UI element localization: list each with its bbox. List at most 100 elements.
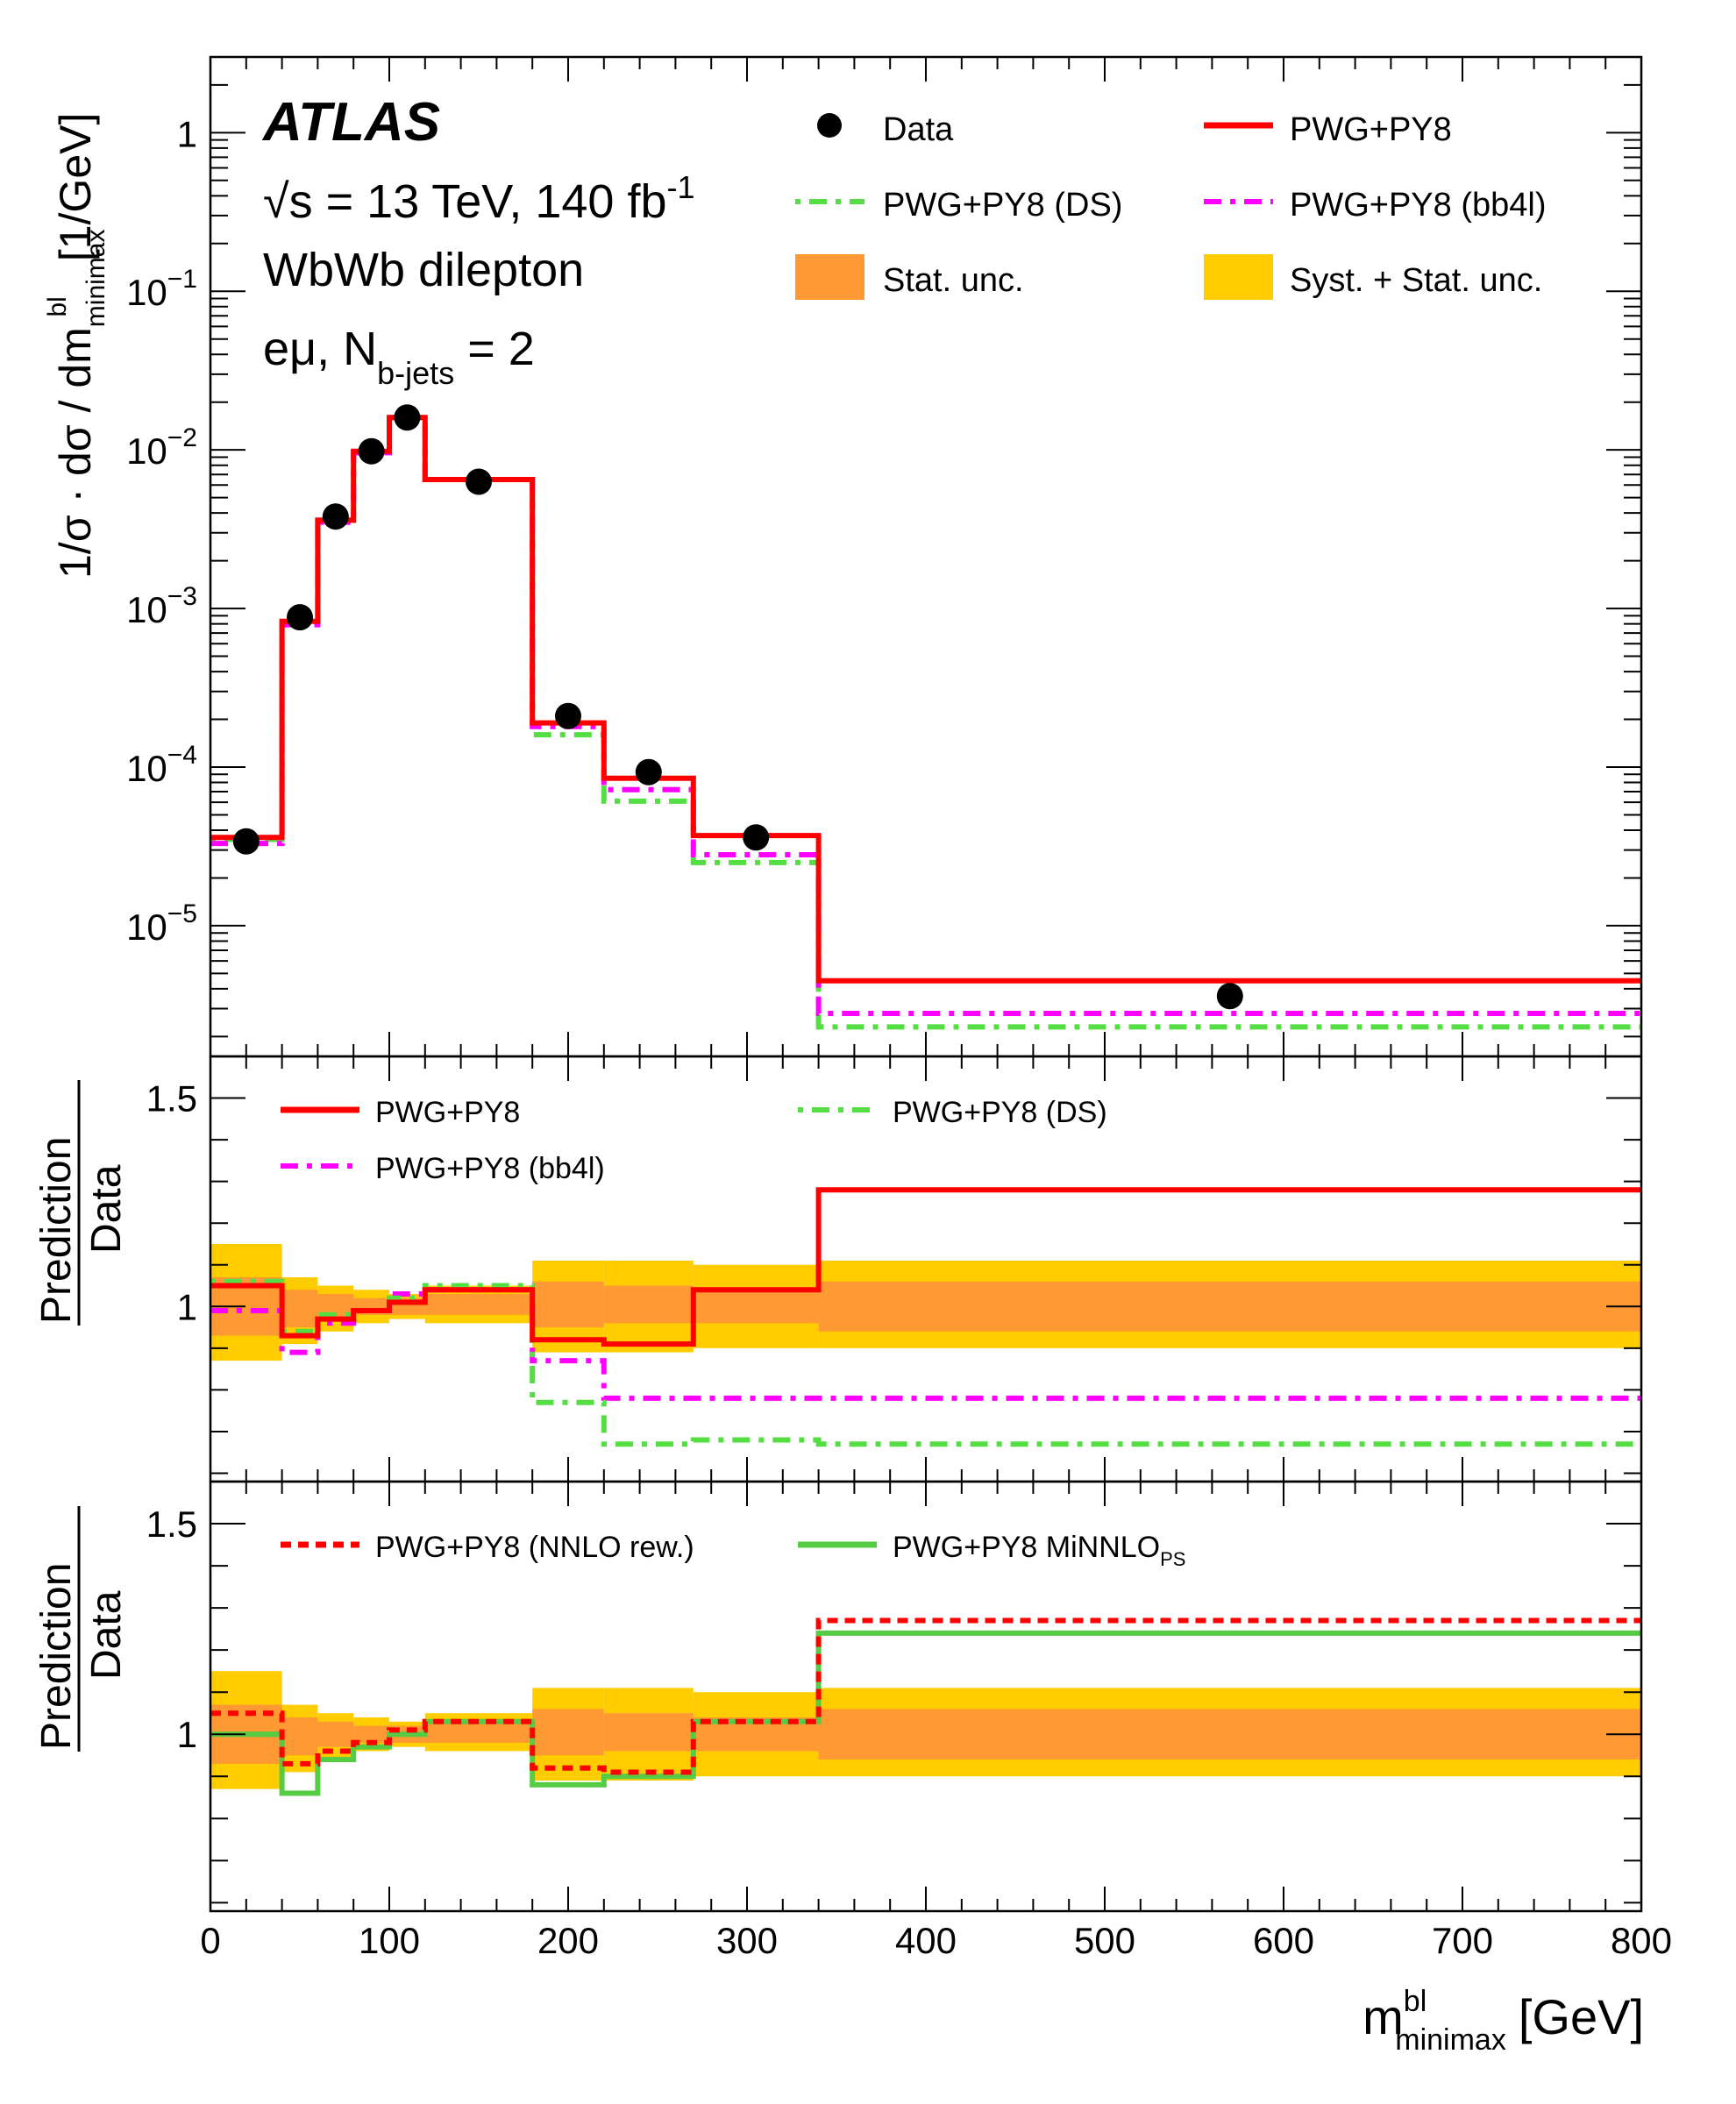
ratio2-y-axis: 11.5 [146,1503,1641,1904]
main-series-line [210,415,1641,1016]
legend-data-marker [817,113,842,138]
ratio2-legend: PWG+PY8 (NNLO rew.) PWG+PY8 MiNNLOPS [281,1531,1185,1570]
ratio-panel-1: 11.5 PWG+PY8 PWG+PY8 (DS) PWG+PY8 (bb4l)… [33,1055,1643,1483]
main-series-line [210,415,1641,1030]
main-y-label-sub: minimax [82,230,110,328]
ratio-panel-2: 11.5 PWG+PY8 (NNLO rew.) PWG+PY8 MiNNLOP… [33,1480,1643,1913]
energy-sqrt: √s [263,175,313,228]
r2-stat-band [424,1721,533,1743]
main-y-tick-label: 10−3 [126,582,197,630]
main-panel: 1 10−1 10−2 10−3 10−4 10−5 ATLAS √s = 13 TeV,… [43,55,1643,1058]
ratio2-y-label-den: Data [83,1590,130,1680]
r1-legend-pwg-label: PWG+PY8 [375,1096,520,1129]
r1-stat-band [603,1285,694,1324]
main-y-axis: 1 10−1 10−2 10−3 10−4 10−5 [126,56,1641,1038]
r2-series-line [210,1617,1641,1775]
x-axis-label-sub: minimax [1395,2023,1506,2057]
legend-pwg-label: PWG+PY8 [1290,111,1452,148]
r2-legend-minnlo-sub: PS [1160,1548,1185,1570]
x-tick-label: 0 [200,1920,220,1961]
legend-stat-label: Stat. unc. [883,262,1024,299]
main-y-tick-label: 10−2 [126,423,197,472]
data-point [555,702,581,729]
main-y-label-text: 1/σ · dσ / dm [51,327,100,579]
data-point [743,824,770,851]
ratio1-y-label-den: Data [83,1164,130,1254]
r2-stat-band [532,1709,604,1756]
r1-stat-band [532,1281,604,1328]
legend-stat-box [795,254,864,300]
channel-label: eμ, Nb-jets = 2 [263,323,535,391]
ratio1-y-label: Prediction Data [33,1080,130,1326]
r2-legend-minnlo-label: PWG+PY8 MiNNLOPS [893,1531,1185,1570]
r1-stat-band [693,1290,819,1324]
atlas-label: ATLAS [261,92,440,153]
process-label: WbWb dilepton [263,244,584,296]
r1-legend-ds-label: PWG+PY8 (DS) [893,1096,1107,1129]
main-legend: Data PWG+PY8 PWG+PY8 (DS) PWG+PY8 (bb4l)… [795,111,1547,300]
r1-y-tick-label: 1.5 [146,1078,197,1120]
r1-series-line [210,1287,1641,1401]
r1-series-line [210,1187,1641,1347]
r2-stat-band [818,1709,1641,1760]
data-point [287,604,313,631]
data-point [232,828,260,855]
energy-sup: -1 [667,169,695,205]
energy-label: √s = 13 TeV, 140 fb-1 [263,169,695,228]
channel-text-a: eμ, N [263,323,377,375]
data-point [358,437,385,465]
r1-stat-band [424,1294,533,1315]
r2-legend-minnlo-text: PWG+PY8 MiNNLO [893,1531,1160,1564]
x-tick-label: 400 [895,1920,957,1961]
main-y-label-sup: bl [43,296,72,316]
x-tick-label: 600 [1253,1920,1314,1961]
data-point [635,758,662,785]
r1-y-tick-label: 1 [177,1286,197,1327]
x-axis-label: mbl minimax [GeV] [1362,1985,1644,2057]
x-axis-tick-labels: 0 100 200 300 400 500 600 700 800 [200,1920,1672,1961]
main-y-tick-label: 10−1 [126,265,197,313]
r2-stat-band [281,1717,318,1756]
x-axis-label-sup: bl [1404,1985,1427,2018]
data-point [394,404,421,431]
r2-stat-band [353,1725,389,1743]
ratio1-legend: PWG+PY8 PWG+PY8 (DS) PWG+PY8 (bb4l) [281,1096,1107,1185]
main-series-line [210,415,1641,984]
x-axis-label-m: m [1362,1989,1404,2044]
main-y-label-unit: [1/GeV] [51,113,100,262]
x-tick-label: 800 [1611,1920,1672,1961]
r1-legend-bb4l-label: PWG+PY8 (bb4l) [375,1152,605,1185]
r2-legend-nnlo-label: PWG+PY8 (NNLO rew.) [375,1531,694,1564]
x-tick-label: 100 [359,1920,420,1961]
legend-ds-label: PWG+PY8 (DS) [883,187,1122,224]
main-y-tick-label: 10−4 [126,741,197,789]
energy-text: = 13 TeV, 140 fb [313,175,667,228]
ratio1-y-axis: 11.5 [146,1078,1641,1475]
x-tick-label: 700 [1432,1920,1493,1961]
x-tick-label: 500 [1074,1920,1135,1961]
x-axis-label-unit: [GeV] [1519,1989,1644,2044]
data-point [466,468,492,495]
r1-stat-band [818,1281,1641,1332]
channel-text-b: = 2 [454,323,535,375]
legend-syst-label: Syst. + Stat. unc. [1290,262,1542,299]
r2-y-tick-label: 1.5 [146,1503,197,1545]
ratio1-y-label-num: Prediction [33,1137,80,1324]
r2-y-tick-label: 1 [177,1714,197,1755]
ratio2-y-label-num: Prediction [33,1563,80,1750]
data-point [1216,983,1243,1010]
main-y-label: 1/σ · dσ / dmminimax bl [1/GeV] [43,113,110,579]
channel-sub: b-jets [377,355,454,391]
x-tick-label: 300 [716,1920,778,1961]
legend-bb4l-label: PWG+PY8 (bb4l) [1290,187,1547,224]
r1-stat-band [281,1290,318,1328]
legend-syst-box [1204,254,1273,300]
ratio2-frame [209,1480,1643,1913]
main-y-tick-label: 10−5 [126,899,197,948]
x-tick-label: 200 [537,1920,599,1961]
r2-stat-band [603,1713,694,1752]
data-point [322,503,349,530]
r2-stat-band [317,1721,354,1747]
ratio2-y-label: Prediction Data [33,1506,130,1752]
